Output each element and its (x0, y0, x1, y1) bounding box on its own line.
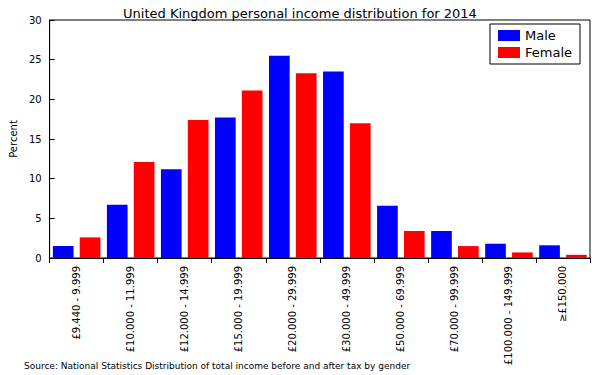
svg-text:United Kingdom personal income: United Kingdom personal income distribut… (123, 6, 477, 21)
svg-text:15: 15 (29, 134, 42, 145)
svg-text:≥£150.000: ≥£150.000 (557, 266, 568, 322)
svg-text:25: 25 (29, 54, 42, 65)
svg-text:Male: Male (525, 28, 556, 43)
svg-text:Percent: Percent (8, 120, 19, 158)
svg-text:£100.000 - 149.999: £100.000 - 149.999 (503, 266, 514, 365)
svg-text:0: 0 (35, 253, 41, 264)
svg-text:Female: Female (525, 45, 572, 60)
svg-text:Source: National Statistics Di: Source: National Statistics Distribution… (24, 361, 410, 371)
svg-text:20: 20 (29, 94, 42, 105)
svg-text:£15.000 - 19.999: £15.000 - 19.999 (233, 266, 244, 352)
svg-text:30: 30 (29, 15, 42, 26)
svg-text:£30.000 - 49.999: £30.000 - 49.999 (341, 266, 352, 352)
svg-text:£20.000 - 29.999: £20.000 - 29.999 (287, 266, 298, 352)
svg-text:£12.000 - 14.999: £12.000 - 14.999 (179, 266, 190, 352)
svg-text:£50.000 - 69.999: £50.000 - 69.999 (395, 266, 406, 352)
svg-text:£70.000 - 99.999: £70.000 - 99.999 (449, 266, 460, 352)
svg-text:5: 5 (35, 213, 41, 224)
svg-text:£10.000 - 11.999: £10.000 - 11.999 (125, 266, 136, 352)
svg-text:10: 10 (29, 173, 42, 184)
svg-text:£9.440 - 9.999: £9.440 - 9.999 (71, 266, 82, 340)
